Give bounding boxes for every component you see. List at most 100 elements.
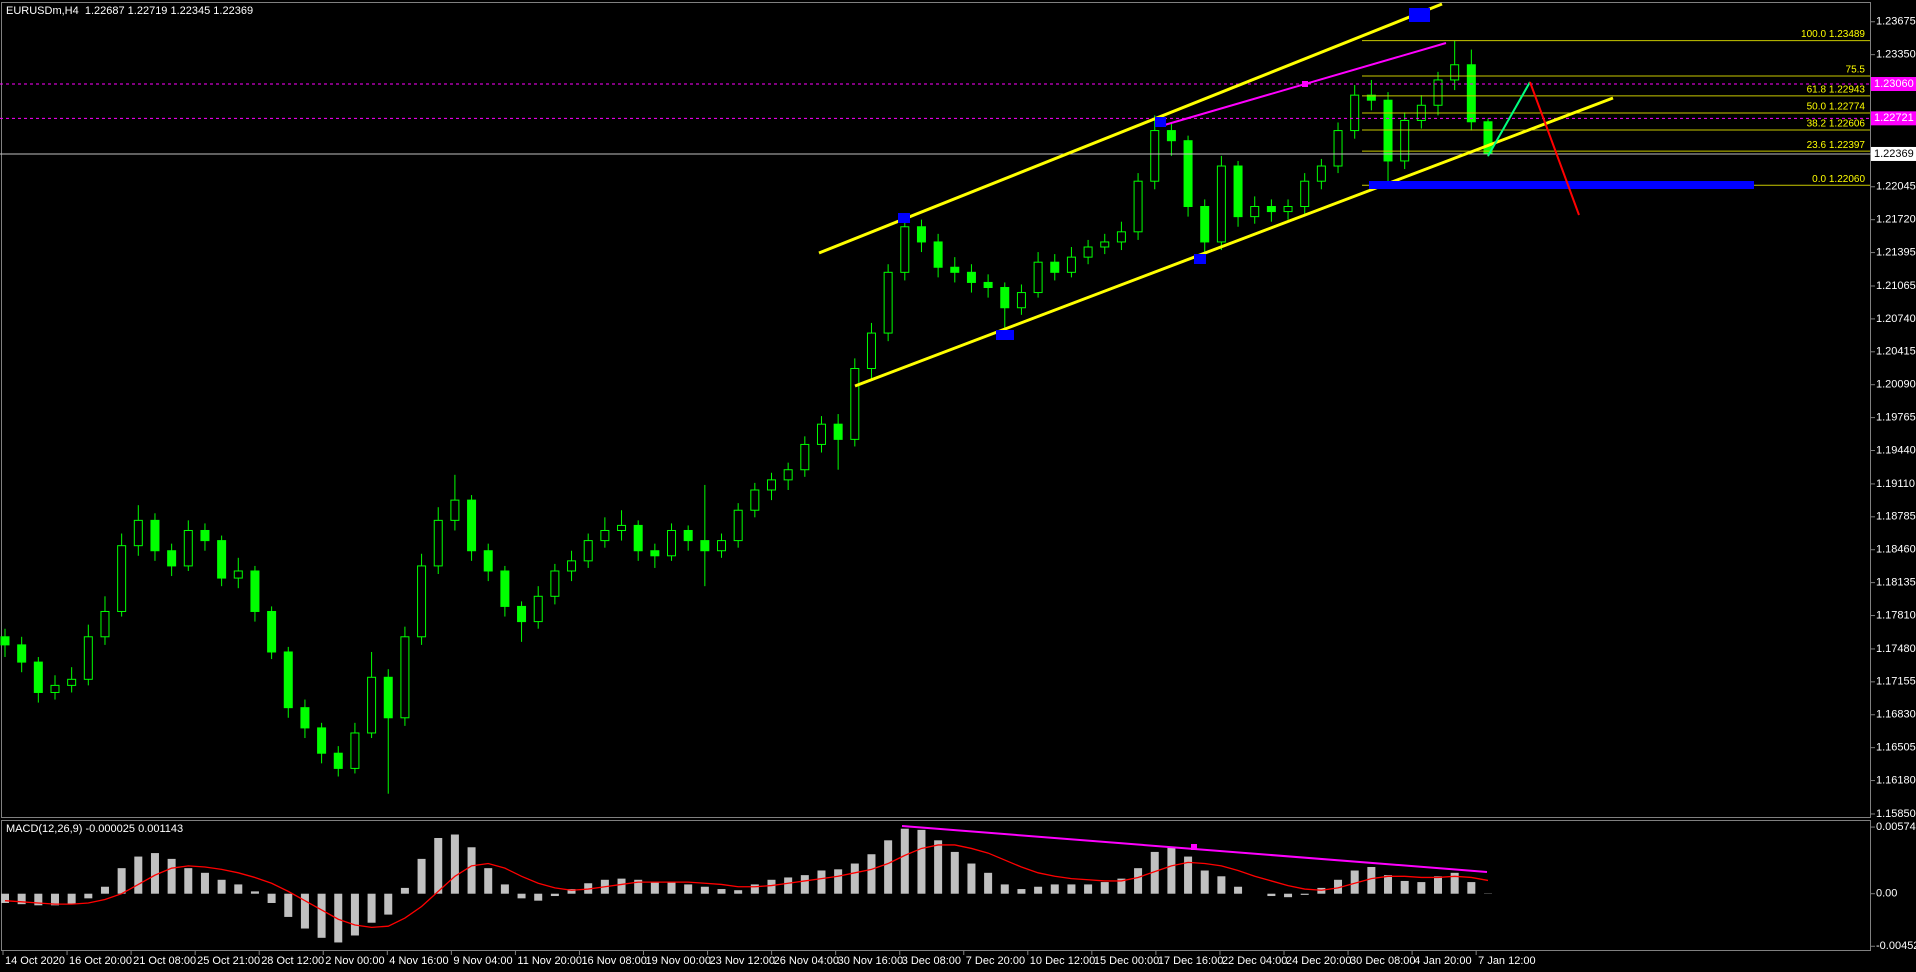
candle-body xyxy=(17,644,27,663)
macd-bar xyxy=(1150,851,1159,894)
candle-body xyxy=(350,732,360,769)
fib-label: 61.8 1.22943 xyxy=(1807,84,1866,95)
candle-body xyxy=(1150,130,1160,182)
macd-bar xyxy=(550,893,559,897)
y-tick-label: 1.20090 xyxy=(1876,379,1916,391)
pivot-box xyxy=(1194,254,1206,264)
candle-body xyxy=(1133,180,1143,233)
x-tick-label: 24 Dec 20:00 xyxy=(1286,955,1351,967)
macd-panel-frame xyxy=(1,820,1871,951)
macd-bar xyxy=(350,893,359,936)
candle-body xyxy=(1283,206,1293,213)
macd-bar xyxy=(1184,856,1193,894)
macd-bar xyxy=(1234,886,1243,894)
candle-body xyxy=(1366,94,1376,101)
macd-bar xyxy=(917,829,926,894)
macd-bar xyxy=(1434,876,1443,894)
y-tick-label: 1.18785 xyxy=(1876,511,1916,523)
macd-bar xyxy=(967,863,976,894)
y-tick-label: 1.19765 xyxy=(1876,412,1916,424)
candle-body xyxy=(1183,140,1193,208)
macd-bar xyxy=(300,893,309,929)
x-tick-label: 15 Dec 00:00 xyxy=(1094,955,1159,967)
candle-body xyxy=(267,610,277,653)
candle-body xyxy=(766,479,776,491)
macd-bar xyxy=(334,893,343,943)
candle-body xyxy=(700,540,710,552)
candle-body xyxy=(533,595,543,623)
macd-bar xyxy=(634,879,643,894)
candle-body xyxy=(250,570,260,612)
candle-body xyxy=(83,636,93,680)
candle-body xyxy=(433,519,443,567)
macd-bar xyxy=(450,834,459,894)
macd-bar xyxy=(1,893,9,903)
y-tick-label: 1.16180 xyxy=(1876,774,1916,786)
candle-body xyxy=(1100,241,1110,248)
candle-body xyxy=(167,550,177,567)
pivot-box xyxy=(996,330,1014,340)
fib-label: 75.5 xyxy=(1846,65,1866,76)
y-tick-label: 1.16830 xyxy=(1876,709,1916,721)
candle-body xyxy=(1050,261,1060,273)
candle-body xyxy=(783,469,793,481)
candle-body xyxy=(633,524,643,552)
macd-bar xyxy=(1034,886,1043,894)
candle-body xyxy=(1266,206,1276,213)
x-tick-label: 22 Dec 04:00 xyxy=(1222,955,1287,967)
candle-body xyxy=(33,661,43,693)
candle-body xyxy=(333,752,343,769)
candle-body xyxy=(816,423,826,445)
price-tag xyxy=(1871,77,1916,92)
y-tick-label: 1.17480 xyxy=(1876,643,1916,655)
current-price-label: 1.22369 xyxy=(1874,148,1914,160)
candle-body xyxy=(833,423,843,440)
macd-bar xyxy=(234,884,243,894)
macd-bar xyxy=(100,886,109,894)
candle-body xyxy=(1016,292,1026,309)
macd-bar xyxy=(217,879,226,894)
macd-bar xyxy=(250,891,259,894)
candle-body xyxy=(983,281,993,289)
x-tick-label: 10 Dec 12:00 xyxy=(1030,955,1095,967)
macd-bar xyxy=(1050,884,1059,894)
x-tick-label: 28 Oct 12:00 xyxy=(261,955,324,967)
macd-bar xyxy=(950,851,959,894)
candle-body xyxy=(600,529,610,542)
macd-bar xyxy=(1350,870,1359,894)
candle-body xyxy=(467,499,477,552)
candle-body xyxy=(550,570,560,597)
candle-body xyxy=(1450,64,1460,81)
macd-bar xyxy=(34,893,43,906)
fib-label: 38.2 1.22606 xyxy=(1807,119,1866,130)
macd-bar xyxy=(134,856,143,894)
macd-bar xyxy=(1100,882,1109,894)
divergence-point xyxy=(1191,844,1197,850)
candle-body xyxy=(200,529,210,542)
y-tick-label: 0.005741 xyxy=(1876,821,1916,833)
y-tick-label: 1.16505 xyxy=(1876,742,1916,754)
macd-bar xyxy=(734,890,743,894)
macd-bar xyxy=(700,886,709,894)
macd-bar xyxy=(534,893,543,901)
x-tick-label: 7 Dec 20:00 xyxy=(966,955,1025,967)
candle-body xyxy=(1000,287,1010,309)
candle-body xyxy=(1216,165,1226,243)
macd-bar xyxy=(767,879,776,894)
candle-body xyxy=(117,545,127,612)
candle-body xyxy=(900,226,910,273)
x-tick-label: 14 Oct 2020 xyxy=(5,955,65,967)
macd-bar xyxy=(517,893,526,899)
macd-bar xyxy=(167,858,176,894)
x-tick-label: 30 Nov 16:00 xyxy=(838,955,903,967)
macd-bar xyxy=(650,882,659,894)
candle-body xyxy=(417,565,427,638)
x-tick-label: 21 Oct 08:00 xyxy=(133,955,196,967)
x-tick-label: 16 Oct 20:00 xyxy=(69,955,132,967)
macd-bar xyxy=(1400,880,1409,894)
x-tick-label: 7 Jan 12:00 xyxy=(1478,955,1536,967)
candle-body xyxy=(233,570,243,579)
candle-body xyxy=(1316,165,1326,182)
candle-body xyxy=(1400,119,1410,162)
x-tick-label: 2 Nov 00:00 xyxy=(325,955,384,967)
